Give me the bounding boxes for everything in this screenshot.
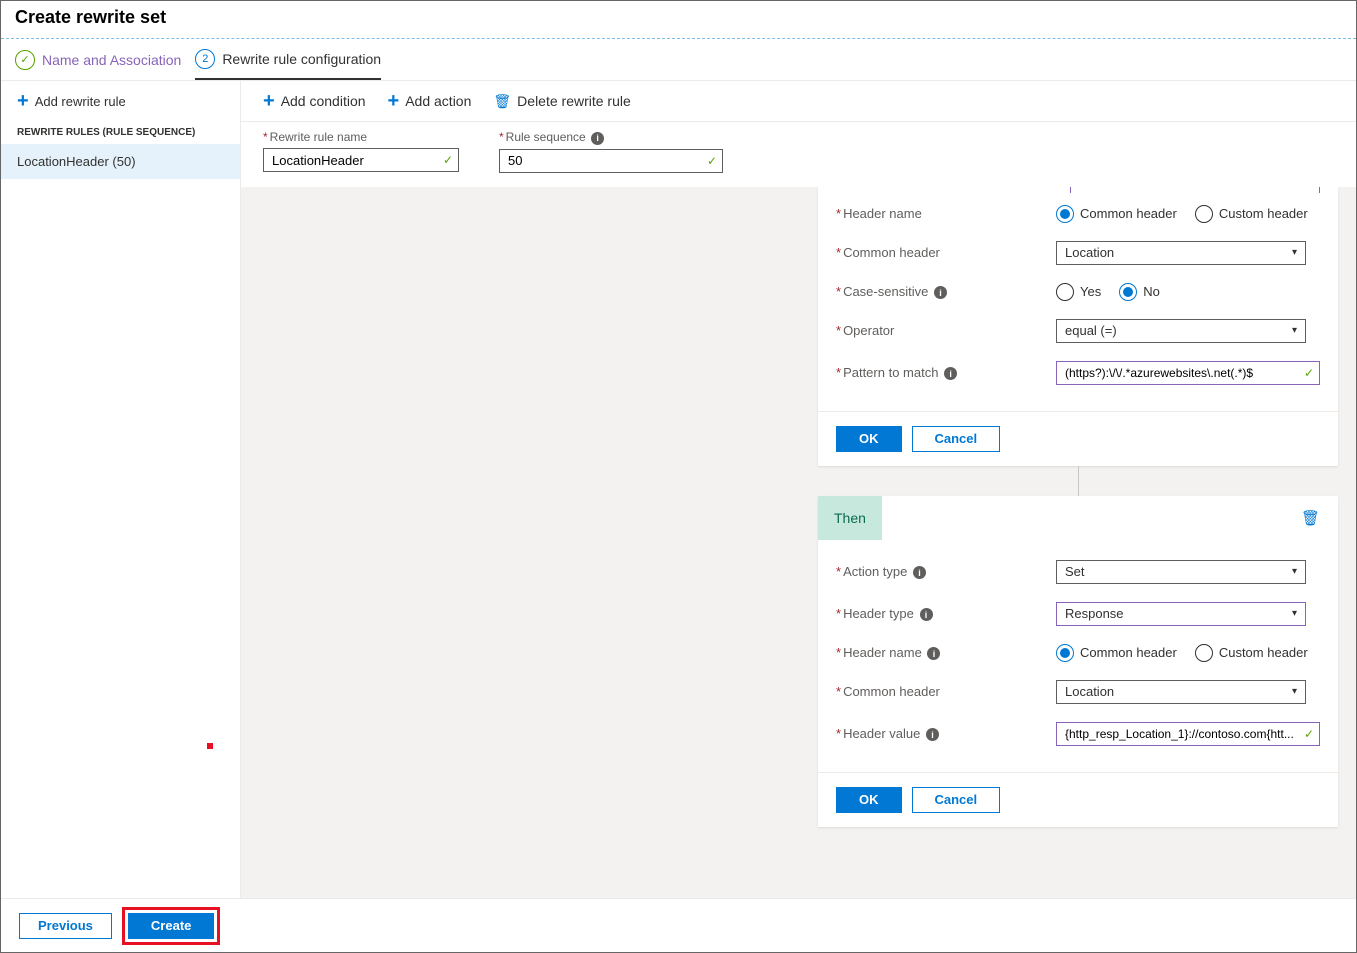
add-action-button[interactable]: + Add action: [388, 91, 472, 111]
annotation-dot: [207, 743, 213, 749]
step-number-icon: 2: [195, 49, 215, 69]
radio-custom-header[interactable]: Custom header: [1195, 205, 1308, 223]
radio-action-custom-header[interactable]: Custom header: [1195, 644, 1308, 662]
rule-name-label: *Rewrite rule name: [263, 130, 459, 144]
info-icon: i: [944, 367, 957, 380]
action-type-label: *Action type i: [836, 564, 1056, 580]
tab-label: Rewrite rule configuration: [222, 51, 381, 67]
header-type-label: *Header type i: [836, 606, 1056, 622]
action-header-name-label: *Header name i: [836, 645, 1056, 661]
plus-icon: +: [17, 91, 29, 111]
radio-case-yes[interactable]: Yes: [1056, 283, 1101, 301]
add-condition-button[interactable]: + Add condition: [263, 91, 366, 111]
tab-label: Name and Association: [42, 52, 181, 68]
action-ok-button[interactable]: OK: [836, 787, 902, 813]
rule-header-fields: *Rewrite rule name ✓ *Rule sequence i ✓: [241, 122, 1356, 187]
rule-sequence-label: *Rule sequence i: [499, 130, 723, 145]
info-icon: i: [920, 608, 933, 621]
check-icon: ✓: [1304, 366, 1314, 380]
action-common-header-label: *Common header: [836, 684, 1056, 699]
header-type-select[interactable]: Response▾: [1056, 602, 1306, 626]
case-sensitive-label: *Case-sensitive i: [836, 284, 1056, 300]
page-header: Create rewrite set: [1, 1, 1356, 39]
tab-rewrite-config[interactable]: 2 Rewrite rule configuration: [195, 39, 381, 80]
radio-case-no[interactable]: No: [1119, 283, 1160, 301]
add-action-label: Add action: [405, 93, 471, 109]
annotation-highlight: Create: [122, 907, 220, 945]
add-condition-label: Add condition: [281, 93, 366, 109]
action-type-select[interactable]: Set▾: [1056, 560, 1306, 584]
connector-line: [1078, 466, 1079, 496]
action-common-header-select[interactable]: Location▾: [1056, 680, 1306, 704]
info-icon: i: [926, 728, 939, 741]
action-footer: OK Cancel: [818, 772, 1338, 827]
trash-icon: 🗑: [493, 93, 511, 110]
wizard-tabs: ✓ Name and Association 2 Rewrite rule co…: [1, 39, 1356, 81]
pattern-input[interactable]: [1056, 361, 1320, 385]
header-name-label: *Header name: [836, 206, 1056, 221]
action-panel: Then 🗑 *Action type i Set▾ *Header type …: [818, 496, 1338, 827]
chevron-down-icon: ▾: [1292, 325, 1297, 336]
previous-button[interactable]: Previous: [19, 913, 112, 939]
rule-sequence-input[interactable]: [499, 149, 723, 173]
trash-icon[interactable]: 🗑: [1301, 509, 1320, 527]
rule-canvas: *Header name Common header Custom header…: [241, 187, 1356, 907]
sidebar: + Add rewrite rule REWRITE RULES (RULE S…: [1, 81, 241, 906]
check-icon: ✓: [15, 50, 35, 70]
chevron-down-icon: ▾: [1292, 566, 1297, 577]
condition-ok-button[interactable]: OK: [836, 426, 902, 452]
chevron-down-icon: ▾: [1292, 686, 1297, 697]
add-rewrite-rule-button[interactable]: + Add rewrite rule: [1, 81, 240, 121]
then-badge: Then: [818, 496, 882, 540]
condition-footer: OK Cancel: [818, 411, 1338, 466]
action-cancel-button[interactable]: Cancel: [912, 787, 1001, 813]
main-area: + Add rewrite rule REWRITE RULES (RULE S…: [1, 81, 1356, 906]
delete-rule-button[interactable]: 🗑 Delete rewrite rule: [493, 93, 630, 110]
header-value-label: *Header value i: [836, 726, 1056, 742]
rule-name-field: *Rewrite rule name ✓: [263, 130, 459, 173]
header-value-input[interactable]: [1056, 722, 1320, 746]
info-icon: i: [934, 286, 947, 299]
chevron-down-icon: ▾: [1292, 608, 1297, 619]
sidebar-rule-item[interactable]: LocationHeader (50): [1, 144, 240, 179]
wizard-footer: Previous Create: [1, 898, 1356, 952]
condition-cancel-button[interactable]: Cancel: [912, 426, 1001, 452]
action-header: Then 🗑: [818, 496, 1338, 540]
content: + Add condition + Add action 🗑 Delete re…: [241, 81, 1356, 906]
rules-section-header: REWRITE RULES (RULE SEQUENCE): [1, 121, 240, 144]
common-header-select[interactable]: Location▾: [1056, 241, 1306, 265]
info-icon: i: [591, 132, 604, 145]
common-header-label: *Common header: [836, 245, 1056, 260]
rule-name-input[interactable]: [263, 148, 459, 172]
pattern-label: *Pattern to match i: [836, 365, 1056, 381]
info-icon: i: [913, 566, 926, 579]
tab-name-association[interactable]: ✓ Name and Association: [15, 39, 181, 80]
content-toolbar: + Add condition + Add action 🗑 Delete re…: [241, 81, 1356, 122]
rule-sequence-field: *Rule sequence i ✓: [499, 130, 723, 173]
radio-common-header[interactable]: Common header: [1056, 205, 1177, 223]
operator-select[interactable]: equal (=)▾: [1056, 319, 1306, 343]
create-button[interactable]: Create: [128, 913, 214, 939]
operator-label: *Operator: [836, 323, 1056, 338]
check-icon: ✓: [443, 153, 453, 167]
check-icon: ✓: [1304, 727, 1314, 741]
info-icon: i: [927, 647, 940, 660]
check-icon: ✓: [707, 154, 717, 168]
delete-rule-label: Delete rewrite rule: [517, 93, 631, 109]
condition-panel: *Header name Common header Custom header…: [818, 187, 1338, 466]
plus-icon: +: [263, 91, 275, 111]
radio-action-common-header[interactable]: Common header: [1056, 644, 1177, 662]
plus-icon: +: [388, 91, 400, 111]
add-rule-label: Add rewrite rule: [35, 94, 126, 109]
chevron-down-icon: ▾: [1292, 247, 1297, 258]
page-title: Create rewrite set: [15, 7, 1342, 28]
